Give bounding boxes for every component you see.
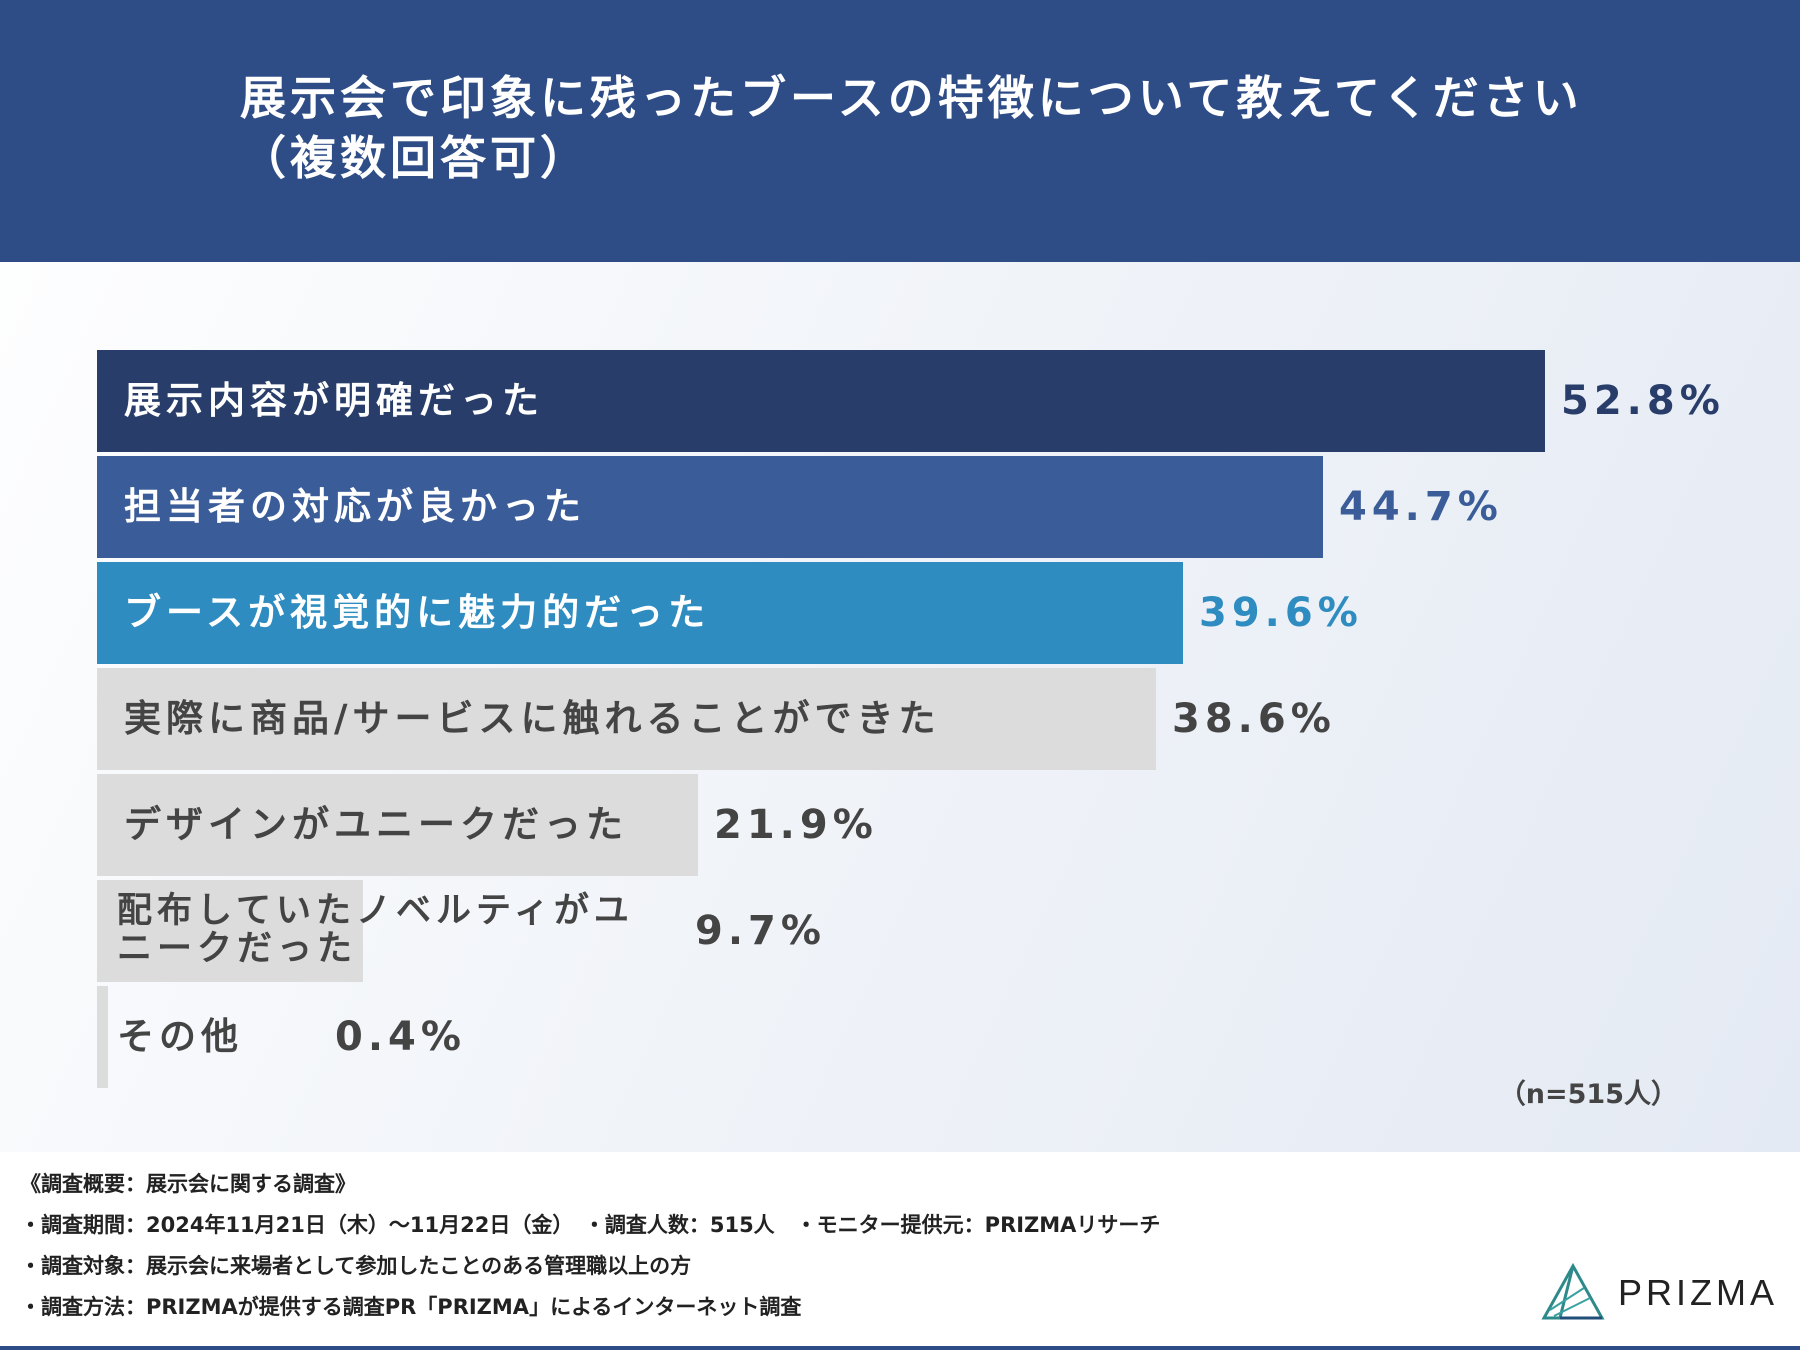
prizma-logo: PRIZMA	[1540, 1262, 1790, 1322]
bar-value-6: 0.4%	[335, 1014, 466, 1060]
survey-notes: 《調査概要：展示会に関する調査》 ・調査期間：2024年11月21日（木）～11…	[20, 1164, 1160, 1328]
bar-chart: 展示内容が明確だった 52.8% 担当者の対応が良かった 44.7% ブースが視覚的に魅…	[0, 262, 1800, 1152]
bar-6	[97, 986, 108, 1088]
bar-value-5: 9.7%	[695, 908, 826, 954]
prizma-logo-text: PRIZMA	[1618, 1272, 1779, 1313]
bar-0	[97, 350, 1545, 452]
sample-size-note: （n=515人）	[1498, 1079, 1678, 1110]
bar-1	[97, 456, 1323, 558]
chart-title-line1: 展示会で印象に残ったブースの特徴について教えてください	[240, 71, 1583, 125]
bar-value-1: 44.7%	[1339, 484, 1503, 530]
survey-method: ・調査方法：PRIZMAが提供する調査PR「PRIZMA」によるインターネット調…	[20, 1295, 802, 1319]
survey-target: ・調査対象：展示会に来場者として参加したことのある管理職以上の方	[20, 1254, 692, 1278]
footer: 《調査概要：展示会に関する調査》 ・調査期間：2024年11月21日（木）～11…	[0, 1152, 1800, 1350]
bar-value-4: 21.9%	[714, 802, 878, 848]
footer-divider	[0, 1346, 1800, 1350]
survey-period: ・調査期間：2024年11月21日（木）～11月22日（金） ・調査人数：515…	[20, 1213, 1161, 1237]
bar-label-3: 実際に商品/サービスに触れることができた	[124, 697, 941, 740]
bar-value-3: 38.6%	[1172, 696, 1336, 742]
bar-value-0: 52.8%	[1561, 378, 1725, 424]
bar-value-2: 39.6%	[1199, 590, 1363, 636]
header-banner: 展示会で印象に残ったブースの特徴について教えてください （複数回答可）	[0, 0, 1800, 262]
bar-label-6: その他	[117, 1015, 243, 1058]
bar-label-1: 担当者の対応が良かった	[124, 485, 586, 528]
prizma-logo-icon	[1541, 1262, 1605, 1320]
bar-label-0: 展示内容が明確だった	[124, 379, 544, 422]
chart-title: 展示会で印象に残ったブースの特徴について教えてください （複数回答可）	[240, 68, 1660, 188]
bar-3	[97, 668, 1156, 770]
bar-label-4: デザインがユニークだった	[124, 803, 628, 846]
bar-4	[97, 774, 698, 876]
chart-title-line2: （複数回答可）	[240, 131, 590, 185]
survey-summary: 《調査概要：展示会に関する調査》	[20, 1172, 356, 1196]
bar-5	[97, 880, 363, 982]
bar-label-5: 配布していたノベルティがユニークだった	[117, 891, 634, 969]
bar-2	[97, 562, 1183, 664]
bar-label-2: ブースが視覚的に魅力的だった	[124, 591, 711, 634]
